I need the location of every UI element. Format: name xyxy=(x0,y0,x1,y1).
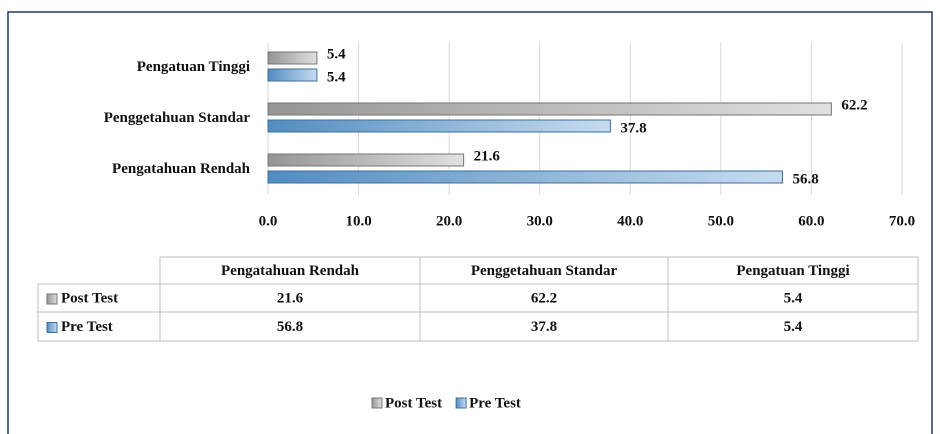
table-legend-key xyxy=(46,293,58,305)
x-tick-label: 60.0 xyxy=(798,213,824,229)
y-tick-label: Pengatuan Tinggi xyxy=(137,59,250,75)
data-label: 37.8 xyxy=(620,120,646,136)
data-label: 5.4 xyxy=(327,69,346,85)
x-tick-label: 70.0 xyxy=(889,213,915,229)
x-tick-label: 0.0 xyxy=(259,213,278,229)
x-tick-label: 10.0 xyxy=(345,213,371,229)
y-tick-label: Pengatahuan Rendah xyxy=(112,161,251,177)
x-tick-label: 40.0 xyxy=(617,213,643,229)
x-tick-label: 50.0 xyxy=(708,213,734,229)
table-header: Penggetahuan Standar xyxy=(471,263,618,279)
data-label: 5.4 xyxy=(327,46,346,62)
legend-key xyxy=(371,397,383,409)
legend-label: Pre Test xyxy=(469,395,521,411)
table-header: Pengatuan Tinggi xyxy=(736,263,849,279)
bar xyxy=(267,51,318,65)
table-row-label: Pre Test xyxy=(61,319,113,335)
table-header: Pengatahuan Rendah xyxy=(221,263,360,279)
data-label: 62.2 xyxy=(841,97,867,113)
table-row-label: Post Test xyxy=(61,290,118,306)
table-cell: 5.4 xyxy=(784,290,803,306)
data-label: 56.8 xyxy=(792,171,818,187)
table-cell: 62.2 xyxy=(531,290,557,306)
bar xyxy=(267,170,783,184)
table-cell: 56.8 xyxy=(277,319,303,335)
chart-frame xyxy=(7,11,933,434)
table-cell: 37.8 xyxy=(531,319,557,335)
data-label: 21.6 xyxy=(474,148,501,164)
y-tick-label: Penggetahuan Standar xyxy=(104,110,251,126)
bar xyxy=(267,119,611,133)
table-cell: 21.6 xyxy=(277,290,304,306)
table-cell: 5.4 xyxy=(784,319,803,335)
table-legend-key xyxy=(46,322,58,333)
x-tick-label: 20.0 xyxy=(436,213,462,229)
legend-label: Post Test xyxy=(385,395,442,411)
bar xyxy=(267,68,318,82)
bar xyxy=(267,102,832,116)
x-tick-label: 30.0 xyxy=(527,213,553,229)
bar xyxy=(267,153,465,167)
legend-key xyxy=(455,397,467,409)
